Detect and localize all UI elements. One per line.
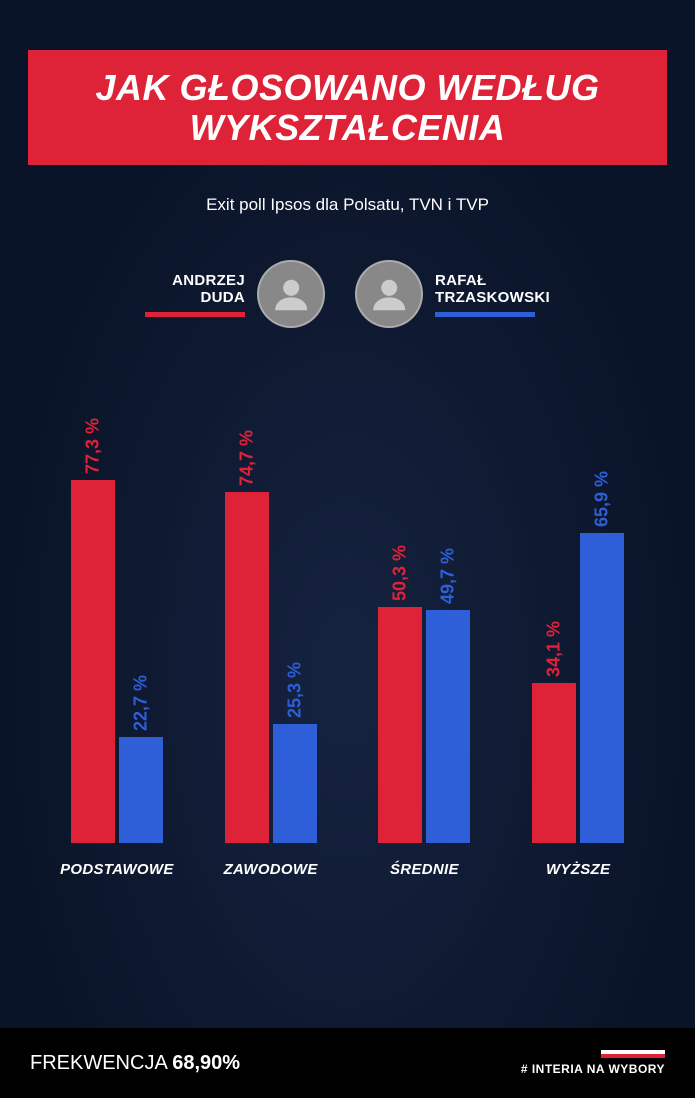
page-title: JAK GŁOSOWANO WEDŁUG WYKSZTAŁCENIA	[38, 68, 657, 147]
bar-pair: 34,1 %65,9 %	[532, 373, 624, 843]
bar: 65,9 %	[580, 533, 624, 843]
candidate-last-name: TRZASKOWSKI	[435, 289, 550, 306]
bar-value-label: 77,3 %	[82, 418, 103, 480]
candidate-underline	[435, 312, 535, 317]
bar-group: 77,3 %22,7 %PODSTAWOWE	[40, 373, 194, 878]
bar-group: 50,3 %49,7 %ŚREDNIE	[348, 373, 502, 878]
candidate-underline	[145, 312, 245, 317]
title-banner: JAK GŁOSOWANO WEDŁUG WYKSZTAŁCENIA	[28, 50, 667, 165]
bar: 50,3 %	[378, 607, 422, 843]
footer: FREKWENCJA 68,90% # INTERIA NA WYBORY	[0, 1028, 695, 1098]
bar: 34,1 %	[532, 683, 576, 843]
turnout-label: FREKWENCJA	[30, 1052, 167, 1074]
subtitle: Exit poll Ipsos dla Polsatu, TVN i TVP	[0, 195, 695, 215]
candidate-duda: ANDRZEJ DUDA	[145, 260, 325, 328]
bar-value-label: 34,1 %	[544, 621, 565, 683]
bar-value-label: 49,7 %	[438, 548, 459, 610]
candidate-trzaskowski: RAFAŁ TRZASKOWSKI	[355, 260, 550, 328]
category-label: PODSTAWOWE	[60, 861, 174, 878]
candidates-row: ANDRZEJ DUDA RAFAŁ TRZASKOWSKI	[0, 260, 695, 328]
turnout-value: 68,90%	[172, 1052, 240, 1074]
turnout: FREKWENCJA 68,90%	[30, 1052, 240, 1075]
bar-pair: 50,3 %49,7 %	[378, 373, 470, 843]
bar-value-label: 22,7 %	[130, 674, 151, 736]
bar-value-label: 74,7 %	[236, 430, 257, 492]
candidate-first-name: ANDRZEJ	[172, 272, 245, 289]
person-icon	[272, 275, 310, 313]
category-label: WYŻSZE	[546, 861, 610, 878]
candidate-last-name: DUDA	[200, 289, 245, 306]
candidate-first-name: RAFAŁ	[435, 272, 487, 289]
category-label: ZAWODOWE	[224, 861, 318, 878]
bar-group: 74,7 %25,3 %ZAWODOWE	[194, 373, 348, 878]
bar-value-label: 50,3 %	[390, 545, 411, 607]
bar-value-label: 65,9 %	[592, 471, 613, 533]
avatar-duda	[257, 260, 325, 328]
flag-icon	[601, 1050, 665, 1058]
bar-value-label: 25,3 %	[284, 662, 305, 724]
bar-chart: 77,3 %22,7 %PODSTAWOWE74,7 %25,3 %ZAWODO…	[40, 358, 655, 878]
category-label: ŚREDNIE	[390, 861, 459, 878]
avatar-trzaskowski	[355, 260, 423, 328]
hashtag: # INTERIA NA WYBORY	[521, 1062, 665, 1076]
bar-pair: 74,7 %25,3 %	[225, 373, 317, 843]
bar: 22,7 %	[119, 737, 163, 844]
bar: 74,7 %	[225, 492, 269, 843]
bar-group: 34,1 %65,9 %WYŻSZE	[501, 373, 655, 878]
bar: 49,7 %	[426, 610, 470, 844]
person-icon	[370, 275, 408, 313]
bar-pair: 77,3 %22,7 %	[71, 373, 163, 843]
bar: 77,3 %	[71, 480, 115, 843]
bar: 25,3 %	[273, 724, 317, 843]
hashtag-block: # INTERIA NA WYBORY	[521, 1050, 665, 1076]
